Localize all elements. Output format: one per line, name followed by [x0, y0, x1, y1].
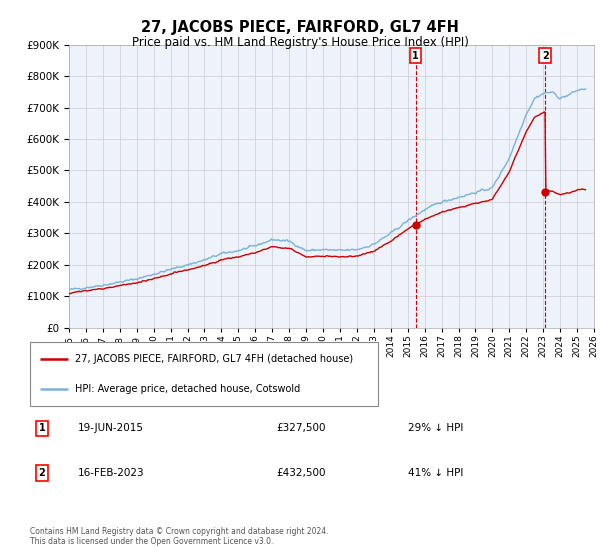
Text: 1: 1: [38, 423, 46, 433]
Text: 19-JUN-2015: 19-JUN-2015: [78, 423, 144, 433]
Text: 2: 2: [542, 51, 548, 61]
Text: 27, JACOBS PIECE, FAIRFORD, GL7 4FH: 27, JACOBS PIECE, FAIRFORD, GL7 4FH: [141, 20, 459, 35]
Text: 29% ↓ HPI: 29% ↓ HPI: [408, 423, 463, 433]
Text: 2: 2: [38, 468, 46, 478]
Text: 27, JACOBS PIECE, FAIRFORD, GL7 4FH (detached house): 27, JACOBS PIECE, FAIRFORD, GL7 4FH (det…: [75, 354, 353, 364]
Text: £327,500: £327,500: [276, 423, 325, 433]
Text: 41% ↓ HPI: 41% ↓ HPI: [408, 468, 463, 478]
Text: Price paid vs. HM Land Registry's House Price Index (HPI): Price paid vs. HM Land Registry's House …: [131, 36, 469, 49]
Text: Contains HM Land Registry data © Crown copyright and database right 2024.
This d: Contains HM Land Registry data © Crown c…: [30, 526, 329, 546]
Text: HPI: Average price, detached house, Cotswold: HPI: Average price, detached house, Cots…: [75, 384, 301, 394]
Text: 1: 1: [412, 51, 419, 61]
Text: £432,500: £432,500: [276, 468, 325, 478]
FancyBboxPatch shape: [30, 342, 378, 406]
Text: 16-FEB-2023: 16-FEB-2023: [78, 468, 145, 478]
